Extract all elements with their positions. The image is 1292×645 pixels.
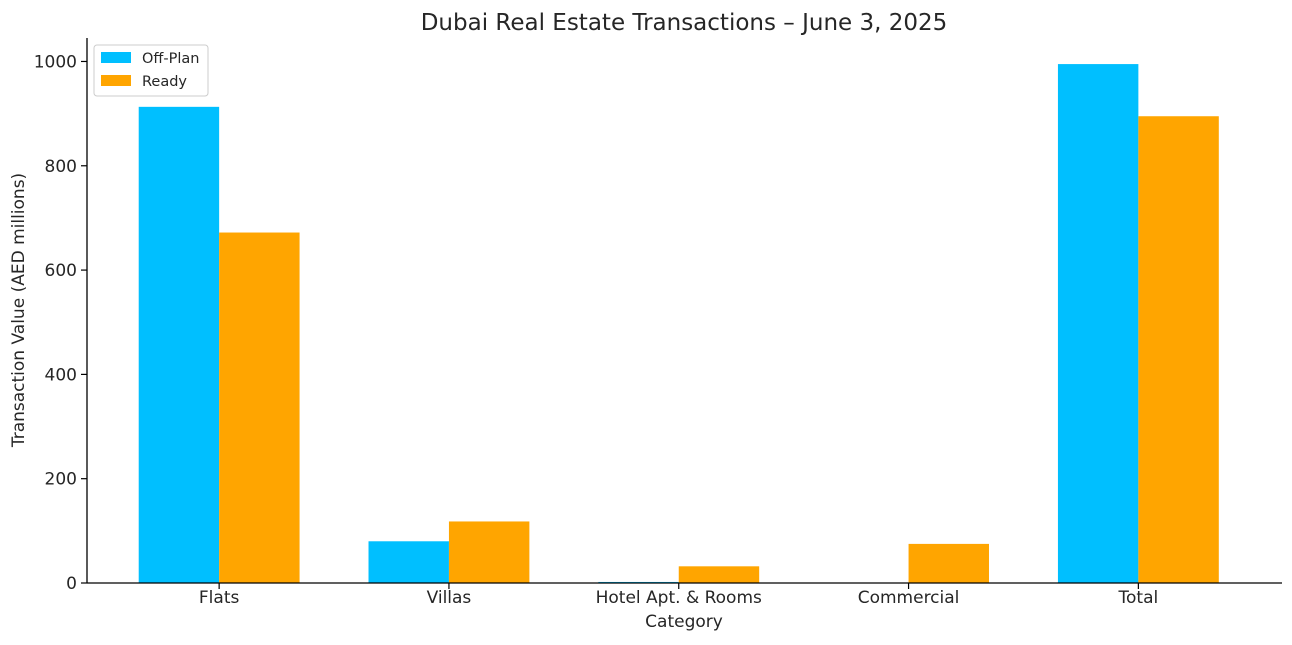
legend-swatch [101,52,131,63]
legend-swatch [101,75,131,86]
x-tick-label: Total [1118,588,1159,608]
y-tick-label: 800 [45,157,77,177]
x-axis-label: Category [645,612,723,632]
x-tick-label: Hotel Apt. & Rooms [596,588,762,608]
bars-layer [138,64,1219,583]
x-tick-label: Villas [427,588,472,608]
y-tick-label: 0 [66,574,77,594]
y-tick-label: 200 [45,470,77,490]
bar-off-plan-2 [368,541,449,583]
legend: Off-Plan Ready [93,44,209,97]
y-tick-label: 1000 [34,52,77,72]
bar-ready-4 [908,543,989,583]
y-axis-label: Transaction Value (AED millions) [9,173,29,448]
x-tick-label: Commercial [858,588,960,608]
y-tick-label: 600 [45,261,77,281]
bar-ready-3 [678,566,760,583]
bar-ready-2 [448,521,530,583]
chart-title: Dubai Real Estate Transactions – June 3,… [421,10,948,36]
bar-ready-1 [219,232,300,583]
x-tick-label: Flats [199,588,240,608]
legend-label: Off-Plan [142,51,199,67]
legend-label: Ready [142,74,187,90]
bar-ready-5 [1138,116,1219,583]
y-tick-label: 400 [45,365,77,385]
axes-layer: 0 200 400 600 800 1000 Flats Villas Hotel Apt. &… [34,38,1282,608]
bar-off-plan-1 [138,106,220,583]
bar-off-plan-5 [1057,64,1139,583]
